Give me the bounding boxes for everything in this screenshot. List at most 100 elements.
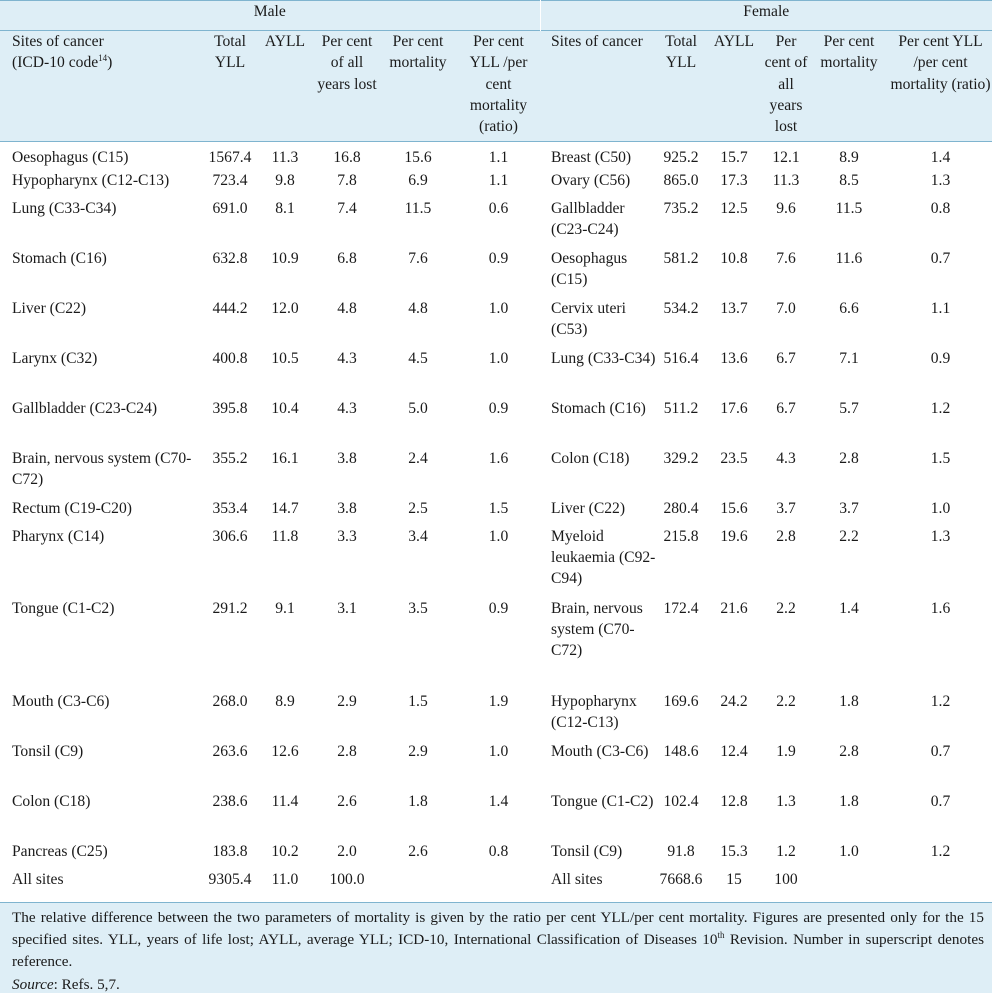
female-pct-mortality-cell: 1.4 bbox=[839, 599, 859, 617]
female-ayll-cell: 17.6 bbox=[720, 399, 748, 417]
yll-table: Male Female Sites of cancer (ICD-10 code1… bbox=[0, 0, 992, 893]
male-ayll-cell: 8.9 bbox=[275, 692, 295, 710]
male-pct-years-lost-cell: 6.8 bbox=[337, 249, 357, 267]
male-ratio-cell: 1.0 bbox=[488, 349, 509, 367]
female-site-cell: Breast (C50) bbox=[551, 149, 632, 166]
male-total-yll-cell: 238.6 bbox=[212, 792, 248, 810]
male-total-yll-cell: 263.6 bbox=[212, 742, 248, 760]
male-all-sites-pct: 100.0 bbox=[329, 870, 365, 888]
table-row: Larynx (C32) 400.8 10.5 4.3 4.5 1.0 Lung (C33-… bbox=[0, 348, 992, 398]
female-site-cell: Gallbladder (C23-C24) bbox=[551, 199, 625, 238]
male-total-yll-cell: 355.2 bbox=[212, 449, 248, 467]
female-total-yll-cell: 735.2 bbox=[663, 199, 699, 217]
male-pct-years-lost-cell: 2.8 bbox=[337, 742, 357, 760]
table-row: Oesophagus (C15) 1567.4 11.3 16.8 15.6 1.1 Bre… bbox=[0, 142, 992, 170]
male-ratio-cell: 1.0 bbox=[488, 527, 509, 545]
female-site-cell: Brain, nervous system (C70-C72) bbox=[551, 599, 643, 660]
female-site-header: Sites of cancer bbox=[540, 30, 657, 142]
table-row: Tonsil (C9) 263.6 12.6 2.8 2.9 1.0 Mouth (C3-C… bbox=[0, 741, 992, 791]
female-total-yll-cell: 148.6 bbox=[663, 742, 699, 760]
male-pct-mortality-cell: 15.6 bbox=[404, 149, 432, 166]
male-pct-mortality-cell: 6.9 bbox=[408, 171, 428, 189]
female-total-yll-cell: 534.2 bbox=[663, 299, 699, 317]
female-pct-years-lost-cell: 3.7 bbox=[776, 499, 796, 517]
male-pct-mortality-cell: 7.6 bbox=[408, 249, 428, 267]
table-row: Hypopharynx (C12-C13) 723.4 9.8 7.8 6.9 1.1 Ov… bbox=[0, 170, 992, 198]
male-total-yll-cell: 632.8 bbox=[212, 249, 248, 267]
female-pct-years-lost-cell: 7.0 bbox=[776, 299, 796, 317]
table-body: Oesophagus (C15) 1567.4 11.3 16.8 15.6 1.1 Bre… bbox=[0, 142, 992, 869]
female-ratio-cell: 1.5 bbox=[930, 449, 951, 467]
female-total-yll-cell: 581.2 bbox=[663, 249, 699, 267]
male-pct-years-lost-cell: 4.3 bbox=[337, 399, 357, 417]
male-total-header: Total YLL bbox=[205, 30, 255, 142]
female-ayll-cell: 19.6 bbox=[720, 527, 748, 545]
female-total-yll-cell: 169.6 bbox=[663, 692, 699, 710]
male-ayll-cell: 11.4 bbox=[271, 792, 299, 810]
male-ratio-cell: 1.6 bbox=[488, 449, 509, 467]
male-ratio-cell: 1.1 bbox=[488, 149, 509, 166]
male-total-yll-cell: 291.2 bbox=[212, 599, 248, 617]
female-pct-mortality-cell: 7.1 bbox=[839, 349, 859, 367]
female-site-cell: Colon (C18) bbox=[551, 449, 630, 467]
male-pct-mortality-cell: 4.8 bbox=[408, 299, 428, 317]
table-footnote: The relative difference between the two … bbox=[0, 902, 992, 993]
female-ratio-cell: 1.2 bbox=[930, 842, 951, 860]
male-ratio-header: Per cent YLL /per cent mortality (ratio) bbox=[457, 30, 540, 142]
female-site-cell: Stomach (C16) bbox=[551, 399, 646, 417]
male-pct-years-lost-cell: 3.8 bbox=[337, 449, 357, 467]
male-ayll-cell: 10.2 bbox=[271, 842, 299, 860]
female-pct-mortality-cell: 1.0 bbox=[839, 842, 859, 860]
female-total-yll-cell: 215.8 bbox=[663, 527, 699, 545]
female-total-yll-cell: 91.8 bbox=[667, 842, 695, 860]
table-row: Lung (C33-C34) 691.0 8.1 7.4 11.5 0.6 Gallblad… bbox=[0, 198, 992, 248]
female-ayll-header: AYLL bbox=[705, 30, 763, 142]
female-pct-mortality-cell: 2.8 bbox=[839, 449, 859, 467]
male-pct-years-lost-cell: 4.8 bbox=[337, 299, 357, 317]
female-site-cell: Hypopharynx (C12-C13) bbox=[551, 692, 637, 731]
footnote-text: The relative difference between the two … bbox=[12, 909, 984, 971]
male-ratio-cell: 0.8 bbox=[488, 842, 509, 860]
female-all-sites-label: All sites bbox=[551, 870, 603, 888]
female-pct-mortality-cell: 1.8 bbox=[839, 692, 859, 710]
female-pct-years-lost-cell: 7.6 bbox=[776, 249, 796, 267]
male-ratio-cell: 1.9 bbox=[488, 692, 509, 710]
male-pct-years-lost-cell: 3.1 bbox=[337, 599, 357, 617]
female-all-sites-ayll: 15 bbox=[726, 870, 742, 888]
male-pct-mortality-cell: 4.5 bbox=[408, 349, 428, 367]
female-total-yll-cell: 172.4 bbox=[663, 599, 699, 617]
male-ayll-cell: 9.1 bbox=[275, 599, 295, 617]
female-ratio-cell: 0.7 bbox=[930, 742, 951, 760]
male-all-sites-ayll: 11.0 bbox=[271, 870, 299, 888]
female-ratio-cell: 0.9 bbox=[930, 349, 951, 367]
table-row: Colon (C18) 238.6 11.4 2.6 1.8 1.4 Tongue (C1-… bbox=[0, 791, 992, 841]
all-sites-row: All sites 9305.4 11.0 100.0 All sites 76… bbox=[0, 869, 992, 893]
male-site-cell: Tongue (C1-C2) bbox=[12, 599, 115, 617]
female-pct-mortality-cell: 11.5 bbox=[835, 199, 863, 217]
female-group-header: Female bbox=[540, 0, 992, 31]
male-total-yll-cell: 353.4 bbox=[212, 499, 248, 517]
male-pct-mortality-cell: 2.6 bbox=[408, 842, 428, 860]
female-pct-mortality-cell: 5.7 bbox=[839, 399, 859, 417]
male-ratio-cell: 1.1 bbox=[488, 171, 509, 189]
female-site-cell: Tonsil (C9) bbox=[551, 842, 623, 860]
male-site-cell: Mouth (C3-C6) bbox=[12, 692, 110, 710]
source-label: Source bbox=[12, 975, 54, 993]
male-pct-years-lost-cell: 3.3 bbox=[337, 527, 357, 545]
female-pct-years-lost-cell: 6.7 bbox=[776, 399, 796, 417]
table-row: Pancreas (C25) 183.8 10.2 2.0 2.6 0.8 Tonsil (… bbox=[0, 841, 992, 869]
male-total-yll-cell: 400.8 bbox=[212, 349, 248, 367]
male-ratio-cell: 1.5 bbox=[488, 499, 509, 517]
female-pct-years-lost-cell: 1.9 bbox=[776, 742, 796, 760]
female-pct-years-lost-cell: 1.2 bbox=[776, 842, 796, 860]
female-ratio-header: Per cent YLL /per cent mortality (ratio) bbox=[889, 30, 992, 142]
male-pct-years-lost-cell: 16.8 bbox=[333, 149, 361, 166]
group-header-row: Male Female bbox=[0, 0, 992, 31]
female-ratio-cell: 1.0 bbox=[930, 499, 951, 517]
female-total-yll-cell: 102.4 bbox=[663, 792, 699, 810]
female-total-header: Total YLL bbox=[657, 30, 705, 142]
female-ayll-cell: 13.6 bbox=[720, 349, 748, 367]
male-pct-mortality-cell: 3.4 bbox=[408, 527, 428, 545]
male-pct-mortality-cell: 11.5 bbox=[404, 199, 432, 217]
reference-superscript: 14 bbox=[98, 53, 108, 64]
